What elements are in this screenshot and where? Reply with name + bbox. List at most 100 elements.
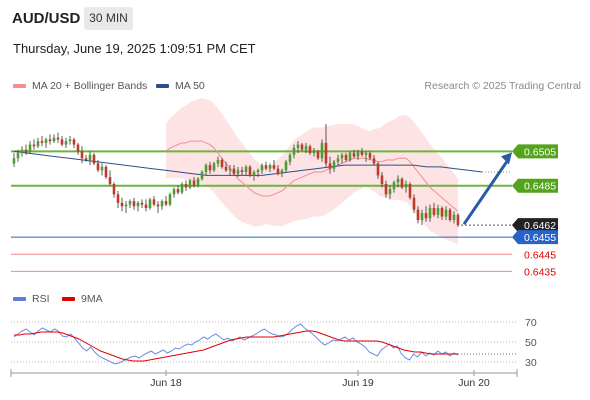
candle-body [332,161,336,169]
candle-body [444,209,448,217]
candle-body [108,177,112,184]
candle-body [20,149,24,154]
candle-body [92,154,96,164]
candle-body [100,166,104,171]
candle-body [356,151,360,157]
ma50-legend-label: MA 50 [175,80,205,92]
level-tag-3 [512,230,558,245]
candle-body [116,194,120,203]
candle-body [276,168,280,174]
rsi-tick-label: 50 [525,337,537,349]
rsi-ma-line [14,330,458,362]
candle-body [296,144,300,148]
bollinger-band [166,98,458,244]
candle-body [224,166,228,171]
candle-body [168,194,172,205]
credit-label: Research © 2025 Trading Central [424,80,581,92]
candle-body [48,139,52,142]
candle-body [392,182,396,190]
candle-body [284,161,288,171]
candle-body [388,189,392,195]
candle-body [220,160,224,167]
ma20-legend-label: MA 20 + Bollinger Bands [32,80,148,92]
candle-body [420,213,424,220]
candle-body [424,213,428,219]
candle-body [412,197,416,210]
candle-body [440,208,444,217]
candle-body [120,202,124,207]
timeframe-button[interactable]: 30 MIN [84,7,133,30]
x-tick-label: Jun 18 [150,377,182,389]
candle-body [140,202,144,205]
level-label-0: 0.6505 [524,146,556,158]
candle-body [96,163,100,171]
candle-body [68,139,72,142]
candle-body [236,170,240,174]
level-label-5: 0.6435 [524,266,556,278]
candle-body [264,165,268,169]
candle-body [36,141,40,147]
candle-body [416,209,420,220]
candle-body [72,139,76,145]
candle-body [376,163,380,176]
candle-body [192,180,196,186]
candle-body [452,214,456,220]
candle-body [40,141,44,143]
candle-body [56,137,60,140]
candle-body [204,165,208,172]
candle-body [180,184,184,193]
candle-body [208,165,212,171]
candle-body [200,172,204,179]
candle-body [364,153,368,155]
level-tag-0 [512,144,558,159]
candle-body [60,139,64,145]
ma20-line [165,140,459,212]
candle-body [324,142,328,164]
candle-body [16,153,20,159]
candle-body [428,208,432,219]
candle-body [300,144,304,150]
candle-body [260,165,264,171]
candle-body [288,154,292,162]
candle-body [88,154,92,160]
candle-body [148,199,152,208]
legend-9ma: 9MA [62,293,103,305]
legend-ma20: MA 20 + Bollinger Bands [13,80,147,92]
level-label-2: 0.6462 [524,220,556,232]
candle-body [212,163,216,171]
ma9-legend-label: 9MA [81,293,103,305]
candle-body [240,170,244,172]
candle-body [432,208,436,215]
candle-body [280,170,284,174]
candle-body [384,184,388,195]
candle-body [352,153,356,157]
candle-body [12,158,16,164]
ma50-swatch [156,84,169,89]
rsi-tick-label: 70 [525,317,537,329]
candle-body [232,168,236,174]
candle-body [52,137,56,142]
candle-body [320,142,324,159]
candle-body [448,209,452,220]
candle-body [292,148,296,155]
candle-body [136,202,140,207]
candle-body [156,204,160,207]
level-label-1: 0.6485 [524,181,556,193]
candle-body [408,184,412,198]
datetime-label: Thursday, June 19, 2025 1:09:51 PM CET [13,41,256,56]
candle-body [32,144,36,147]
candle-body [308,146,312,154]
candle-body [344,154,348,160]
candle-body [196,178,200,186]
candle-body [152,199,156,205]
candle-body [328,163,332,169]
candle-body [360,151,364,155]
candle-body [176,189,180,193]
candle-body [348,153,352,160]
ma50-line [13,150,483,176]
candle-body [80,151,84,159]
rsi-line [13,323,459,365]
candle-body [268,165,272,169]
candle-body [160,201,164,207]
